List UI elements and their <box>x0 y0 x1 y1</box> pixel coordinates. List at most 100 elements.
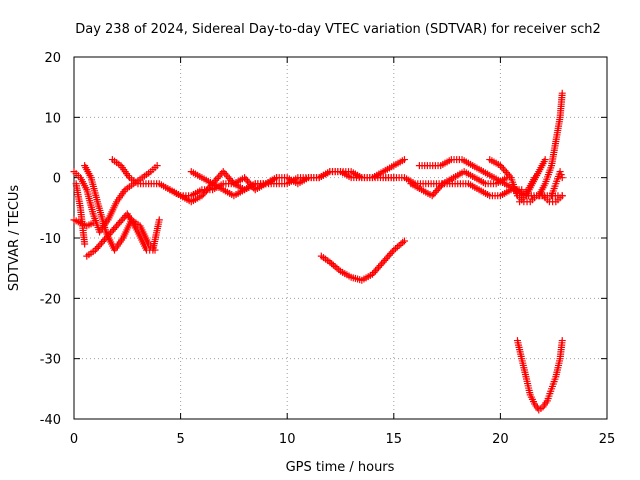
data-point <box>558 174 566 182</box>
trail-marker <box>97 239 105 247</box>
trail-marker <box>216 171 224 179</box>
data-point <box>91 246 99 254</box>
trail-marker <box>117 217 125 225</box>
trail-marker <box>210 178 218 186</box>
data-point <box>558 89 566 97</box>
trail-marker <box>114 220 122 228</box>
x-ticks: 0 5 10 15 20 25 <box>70 57 615 447</box>
data-point <box>400 156 408 164</box>
trail-marker <box>110 225 118 233</box>
data-point <box>496 162 504 170</box>
data-point <box>273 174 281 182</box>
plot-frame <box>73 56 608 420</box>
y-tick-label: -10 <box>40 232 61 247</box>
x-tick-label: 25 <box>599 432 616 447</box>
data-point <box>89 219 97 227</box>
trail-marker <box>431 188 439 196</box>
trail-marker <box>245 179 253 187</box>
series-arc-11 <box>407 168 511 200</box>
trail-marker <box>204 185 212 193</box>
trail-marker <box>201 188 209 196</box>
trail-marker <box>215 173 223 181</box>
y-tick-label: 20 <box>44 51 61 66</box>
trail-marker <box>94 243 102 251</box>
trail-marker <box>502 168 510 176</box>
trail-marker <box>436 183 444 191</box>
y-tick-label: -30 <box>40 353 61 368</box>
trail-marker <box>99 237 107 245</box>
y-tick-label: -40 <box>40 413 61 428</box>
data-point <box>428 192 436 200</box>
trail-marker <box>372 267 380 275</box>
x-tick-label: 15 <box>386 432 403 447</box>
y-ticks: -40 -30 -20 -10 0 10 20 <box>40 51 607 428</box>
trail-marker <box>370 268 378 276</box>
x-tick-label: 10 <box>279 432 296 447</box>
x-tick-label: 20 <box>492 432 509 447</box>
series-arc-8 <box>187 168 281 194</box>
series-arc-7 <box>166 168 398 206</box>
trail-marker <box>247 181 255 189</box>
data-point <box>558 337 566 345</box>
trail-marker <box>504 170 512 178</box>
trail-marker <box>224 173 232 181</box>
trail-marker <box>433 187 441 195</box>
trail-marker <box>100 236 108 244</box>
x-tick-label: 0 <box>70 432 78 447</box>
series-arc-18 <box>513 337 566 414</box>
data-point <box>113 222 121 230</box>
data-point <box>198 192 206 200</box>
data-point <box>219 168 227 176</box>
data-point <box>379 258 387 266</box>
data-point <box>541 156 549 164</box>
trail-marker <box>244 177 252 185</box>
trail-marker <box>116 218 124 226</box>
data-point <box>241 174 249 182</box>
data-point <box>153 162 161 170</box>
series-arc-4 <box>72 180 89 248</box>
trail-marker <box>557 171 565 179</box>
trail-marker <box>434 185 442 193</box>
trail-marker <box>202 187 210 195</box>
series-arc-16 <box>535 89 566 200</box>
trail-marker <box>199 190 207 198</box>
trail-marker <box>498 163 506 171</box>
trail-marker <box>375 263 383 271</box>
grid <box>74 57 607 419</box>
data-point <box>209 180 217 188</box>
trail-marker <box>376 262 384 270</box>
trail-marker <box>378 260 386 268</box>
trail-marker <box>206 183 214 191</box>
trail-marker <box>221 169 229 177</box>
data-point <box>155 216 163 224</box>
series-arc-10 <box>379 174 526 200</box>
y-axis-label: SDTVAR / TECUs <box>7 185 22 292</box>
trail-marker <box>119 215 127 223</box>
trail-marker <box>388 248 396 256</box>
series-arc-2 <box>81 162 159 254</box>
trail-marker <box>93 244 101 252</box>
trail-marker <box>384 253 392 261</box>
trail-marker <box>430 190 438 198</box>
y-tick-label: 0 <box>53 172 61 187</box>
data-point <box>400 237 408 245</box>
trail-marker <box>373 265 381 273</box>
trail-marker <box>499 165 507 173</box>
trail-marker <box>242 175 250 183</box>
y-tick-label: -20 <box>40 292 61 307</box>
trail-marker <box>96 241 104 249</box>
trail-marker <box>385 251 393 259</box>
x-axis-label: GPS time / hours <box>286 460 395 475</box>
trail-marker <box>506 172 514 180</box>
series-arc-9 <box>317 237 408 284</box>
trail-marker <box>108 227 116 235</box>
data-point <box>368 270 376 278</box>
trail-marker <box>381 256 389 264</box>
data-point <box>102 234 110 242</box>
trail-marker <box>248 182 256 190</box>
trail-marker <box>225 175 233 183</box>
trail-marker <box>104 232 112 240</box>
trail-marker <box>213 175 221 183</box>
chart-title: Day 238 of 2024, Sidereal Day-to-day VTE… <box>75 22 601 37</box>
